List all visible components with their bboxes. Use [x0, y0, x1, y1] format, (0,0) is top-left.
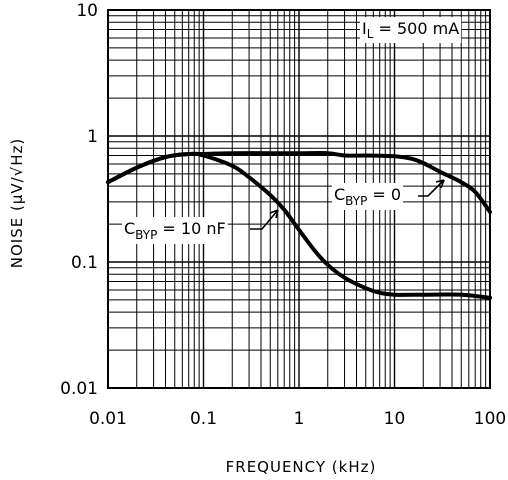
- tick-labels: 0.01 0.1 1 10 100 10 1 0.1 0.01: [60, 1, 506, 429]
- series-layer: [106, 151, 492, 300]
- cbyp-10nf-label-background: [122, 217, 228, 244]
- x-tick-label: 1: [294, 409, 305, 429]
- cbyp-0-label: CBYP = 0: [334, 185, 401, 208]
- y-tick-label: 10: [76, 1, 98, 21]
- x-axis-title: FREQUENCY (kHz): [226, 458, 377, 476]
- y-tick-label: 0.1: [71, 253, 98, 273]
- plot-frame: [107, 9, 491, 389]
- x-tick-label: 10: [384, 409, 406, 429]
- series-line-cbyp-10nf: [106, 151, 492, 300]
- grid: [107, 10, 490, 389]
- cbyp-10nf-pointer-arrow: [250, 209, 279, 230]
- y-tick-label: 0.01: [60, 379, 98, 399]
- load-current-label: IL = 500 mA: [362, 19, 459, 41]
- cbyp-0-pointer-arrow: [418, 179, 445, 197]
- cbyp-10nf-label: CBYP = 10 nF: [124, 219, 226, 242]
- x-tick-label: 0.1: [190, 409, 217, 429]
- y-axis-title: NOISE (µV/√Hz): [8, 138, 26, 269]
- cbyp-0-label-background: [332, 183, 404, 210]
- load-current-label-background: [360, 17, 462, 43]
- y-tick-label: 1: [87, 127, 98, 147]
- x-tick-label: 0.01: [89, 409, 127, 429]
- x-tick-label: 100: [474, 409, 506, 429]
